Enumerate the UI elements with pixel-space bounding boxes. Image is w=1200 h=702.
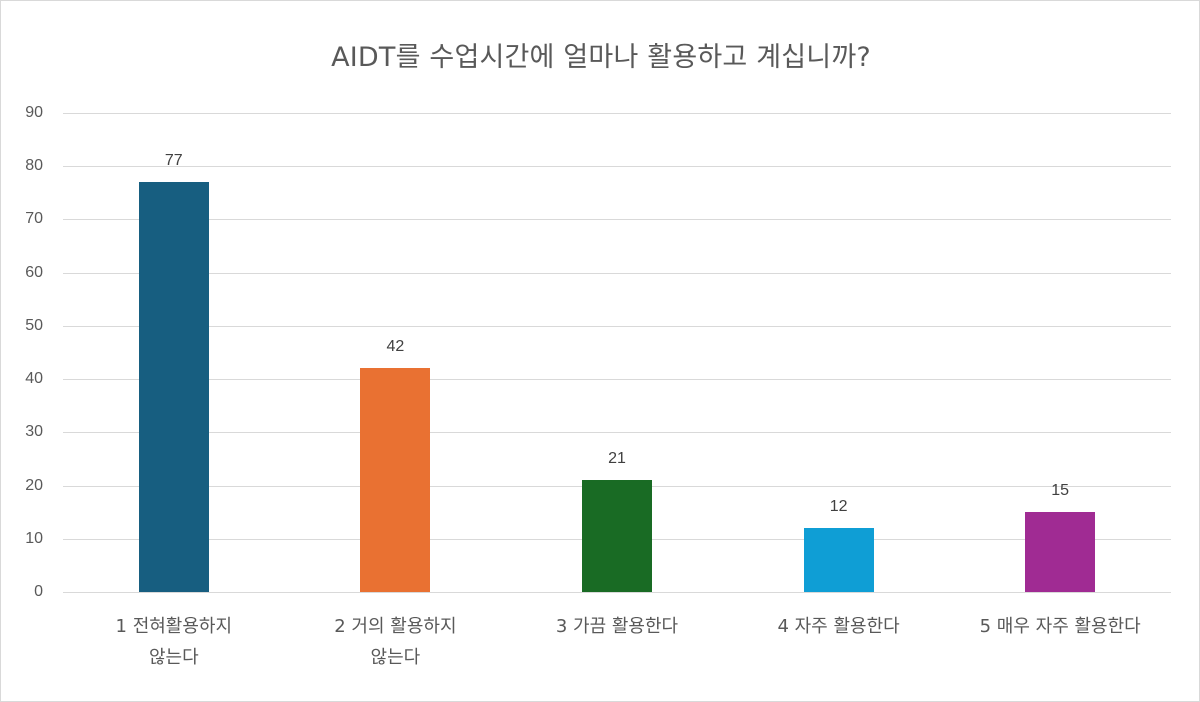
bar-1 — [138, 182, 209, 592]
x-category-label-line: 4 자주 활용한다 — [777, 616, 900, 637]
data-label: 77 — [164, 152, 183, 170]
gridline — [63, 166, 1171, 168]
y-tick-label: 30 — [25, 423, 43, 441]
x-category-label-line: 5 매우 자주 활용한다 — [979, 616, 1141, 637]
data-label: 42 — [386, 338, 405, 356]
x-category-label-line: 1 전혀활용하지 — [115, 616, 233, 637]
bar-3 — [582, 480, 652, 592]
chart-title: AIDT를 수업시간에 얼마나 활용하고 계십니까? — [331, 42, 871, 73]
y-tick-label: 50 — [25, 316, 43, 334]
plot-area: 77 42 21 12 15 — [63, 113, 1171, 593]
x-category-label-line: 않는다 — [370, 647, 421, 668]
data-label: 12 — [829, 498, 848, 516]
y-tick-label: 90 — [25, 104, 43, 121]
bar-4 — [803, 528, 874, 592]
gridline — [63, 219, 1171, 221]
gridline — [63, 379, 1171, 381]
y-tick-label: 0 — [34, 583, 43, 600]
x-category-label: 5 매우 자주 활용한다 — [950, 611, 1170, 642]
x-category-label-line: 않는다 — [148, 647, 199, 668]
gridline — [63, 432, 1171, 434]
y-tick-label: 70 — [25, 210, 43, 228]
x-category-label: 4 자주 활용한다 — [729, 611, 949, 642]
y-tick-label: 10 — [25, 529, 43, 547]
bar-2 — [360, 368, 431, 592]
bar-5 — [1025, 512, 1096, 592]
gridline — [63, 113, 1171, 114]
gridline — [63, 592, 1171, 593]
gridline — [63, 325, 1171, 327]
y-tick-label: 80 — [25, 157, 43, 175]
x-category-label: 3 가끔 활용한다 — [507, 611, 727, 642]
gridline — [63, 272, 1171, 274]
x-category-label-line: 2 거의 활용하지 — [334, 616, 457, 637]
data-label: 21 — [608, 450, 626, 468]
x-category-label-line: 3 가끔 활용한다 — [555, 616, 679, 637]
y-tick-label: 40 — [25, 370, 43, 388]
y-tick-label: 60 — [25, 263, 43, 281]
y-tick-label: 20 — [25, 476, 43, 494]
data-label: 15 — [1051, 482, 1070, 500]
